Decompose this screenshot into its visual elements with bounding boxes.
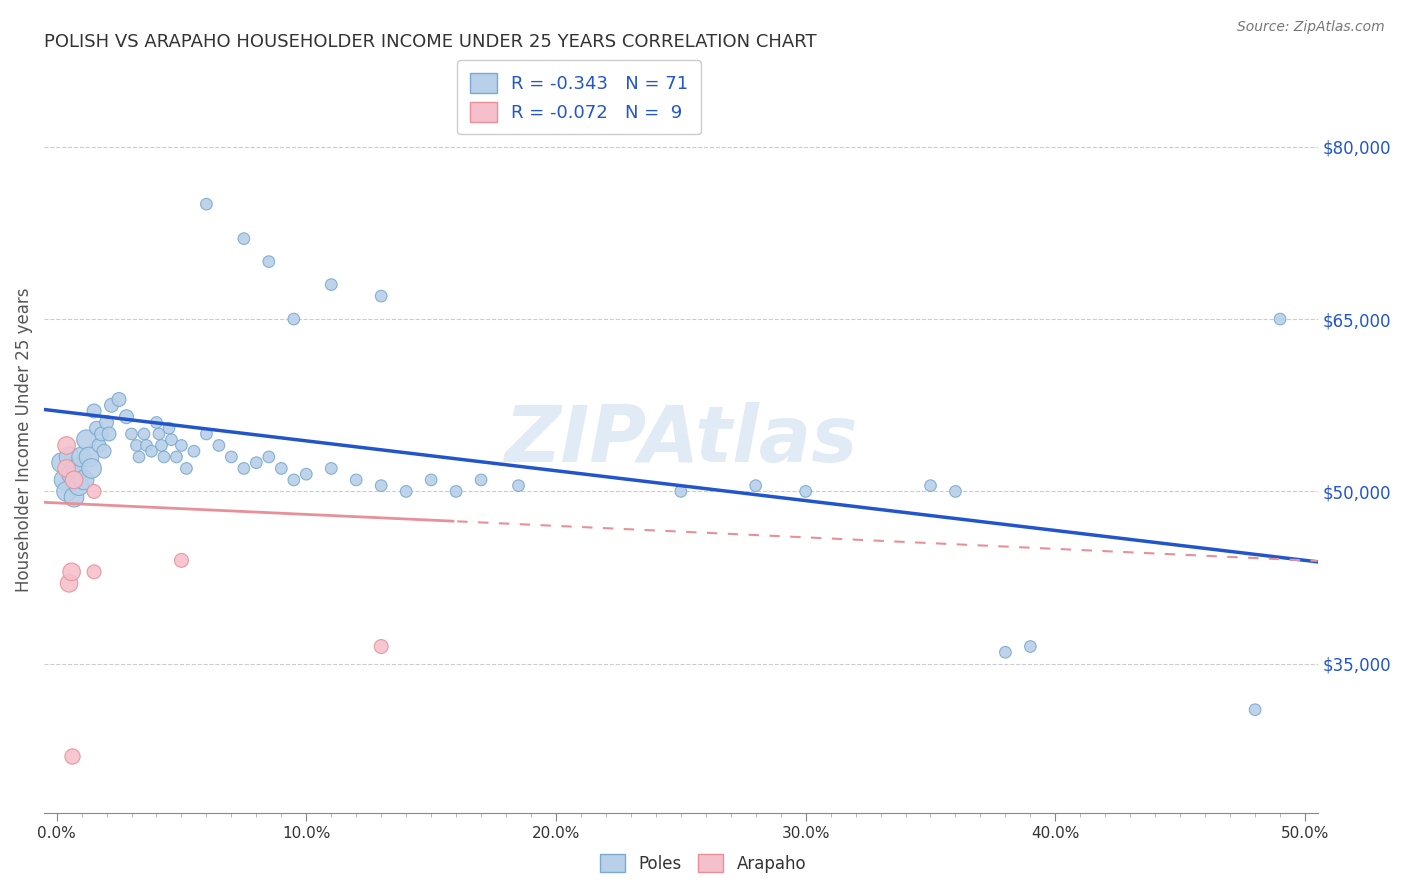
Point <box>150 438 173 452</box>
Point <box>195 197 218 211</box>
Point <box>141 444 163 458</box>
Point <box>60 467 83 482</box>
Point <box>270 461 292 475</box>
Point <box>232 232 254 246</box>
Point <box>90 427 112 442</box>
Point <box>420 473 443 487</box>
Point <box>321 277 343 292</box>
Point <box>51 456 73 470</box>
Point <box>444 484 467 499</box>
Point <box>132 427 155 442</box>
Point <box>208 438 231 452</box>
Text: POLISH VS ARAPAHO HOUSEHOLDER INCOME UNDER 25 YEARS CORRELATION CHART: POLISH VS ARAPAHO HOUSEHOLDER INCOME UND… <box>44 33 817 51</box>
Point <box>295 467 318 482</box>
Point <box>73 473 96 487</box>
Point <box>1019 640 1042 654</box>
Point <box>55 461 77 475</box>
Point <box>344 473 367 487</box>
Text: ZIPAtlas: ZIPAtlas <box>505 401 858 478</box>
Point <box>794 484 817 499</box>
Point <box>744 478 766 492</box>
Point <box>195 427 218 442</box>
Point <box>232 461 254 475</box>
Point <box>83 404 105 418</box>
Point <box>58 576 80 591</box>
Point <box>470 473 492 487</box>
Point <box>370 640 392 654</box>
Point <box>96 416 118 430</box>
Y-axis label: Householder Income Under 25 years: Householder Income Under 25 years <box>15 287 32 592</box>
Point <box>63 473 86 487</box>
Point <box>55 438 77 452</box>
Point <box>395 484 418 499</box>
Point <box>70 450 93 464</box>
Point <box>115 409 138 424</box>
Point <box>183 444 205 458</box>
Point <box>63 490 86 504</box>
Point <box>60 748 83 763</box>
Point <box>283 473 305 487</box>
Legend: R = -0.343   N = 71, R = -0.072   N =  9: R = -0.343 N = 71, R = -0.072 N = 9 <box>457 61 702 135</box>
Point <box>83 484 105 499</box>
Point <box>508 478 530 492</box>
Point <box>55 484 77 499</box>
Point <box>994 645 1017 659</box>
Point <box>176 461 198 475</box>
Point <box>153 450 176 464</box>
Point <box>58 450 80 464</box>
Point <box>221 450 243 464</box>
Point <box>669 484 692 499</box>
Point <box>65 461 87 475</box>
Point <box>245 456 267 470</box>
Point <box>67 478 90 492</box>
Point <box>321 461 343 475</box>
Point <box>76 433 98 447</box>
Point <box>1244 703 1267 717</box>
Point <box>170 438 193 452</box>
Text: Source: ZipAtlas.com: Source: ZipAtlas.com <box>1237 20 1385 34</box>
Point <box>283 312 305 326</box>
Point <box>100 398 122 412</box>
Point <box>157 421 180 435</box>
Point <box>93 444 115 458</box>
Point <box>125 438 148 452</box>
Point <box>60 565 83 579</box>
Point <box>945 484 967 499</box>
Point <box>148 427 170 442</box>
Point <box>121 427 143 442</box>
Point <box>83 565 105 579</box>
Point <box>370 478 392 492</box>
Point <box>98 427 121 442</box>
Point <box>170 553 193 567</box>
Point <box>1268 312 1291 326</box>
Legend: Poles, Arapaho: Poles, Arapaho <box>593 847 813 880</box>
Point <box>86 421 108 435</box>
Point <box>135 438 157 452</box>
Point <box>257 254 280 268</box>
Point <box>80 461 103 475</box>
Point <box>87 438 110 452</box>
Point <box>145 416 167 430</box>
Point <box>77 450 100 464</box>
Point <box>165 450 187 464</box>
Point <box>370 289 392 303</box>
Point <box>128 450 150 464</box>
Point <box>257 450 280 464</box>
Point <box>108 392 131 407</box>
Point <box>53 473 76 487</box>
Point <box>920 478 942 492</box>
Point <box>160 433 183 447</box>
